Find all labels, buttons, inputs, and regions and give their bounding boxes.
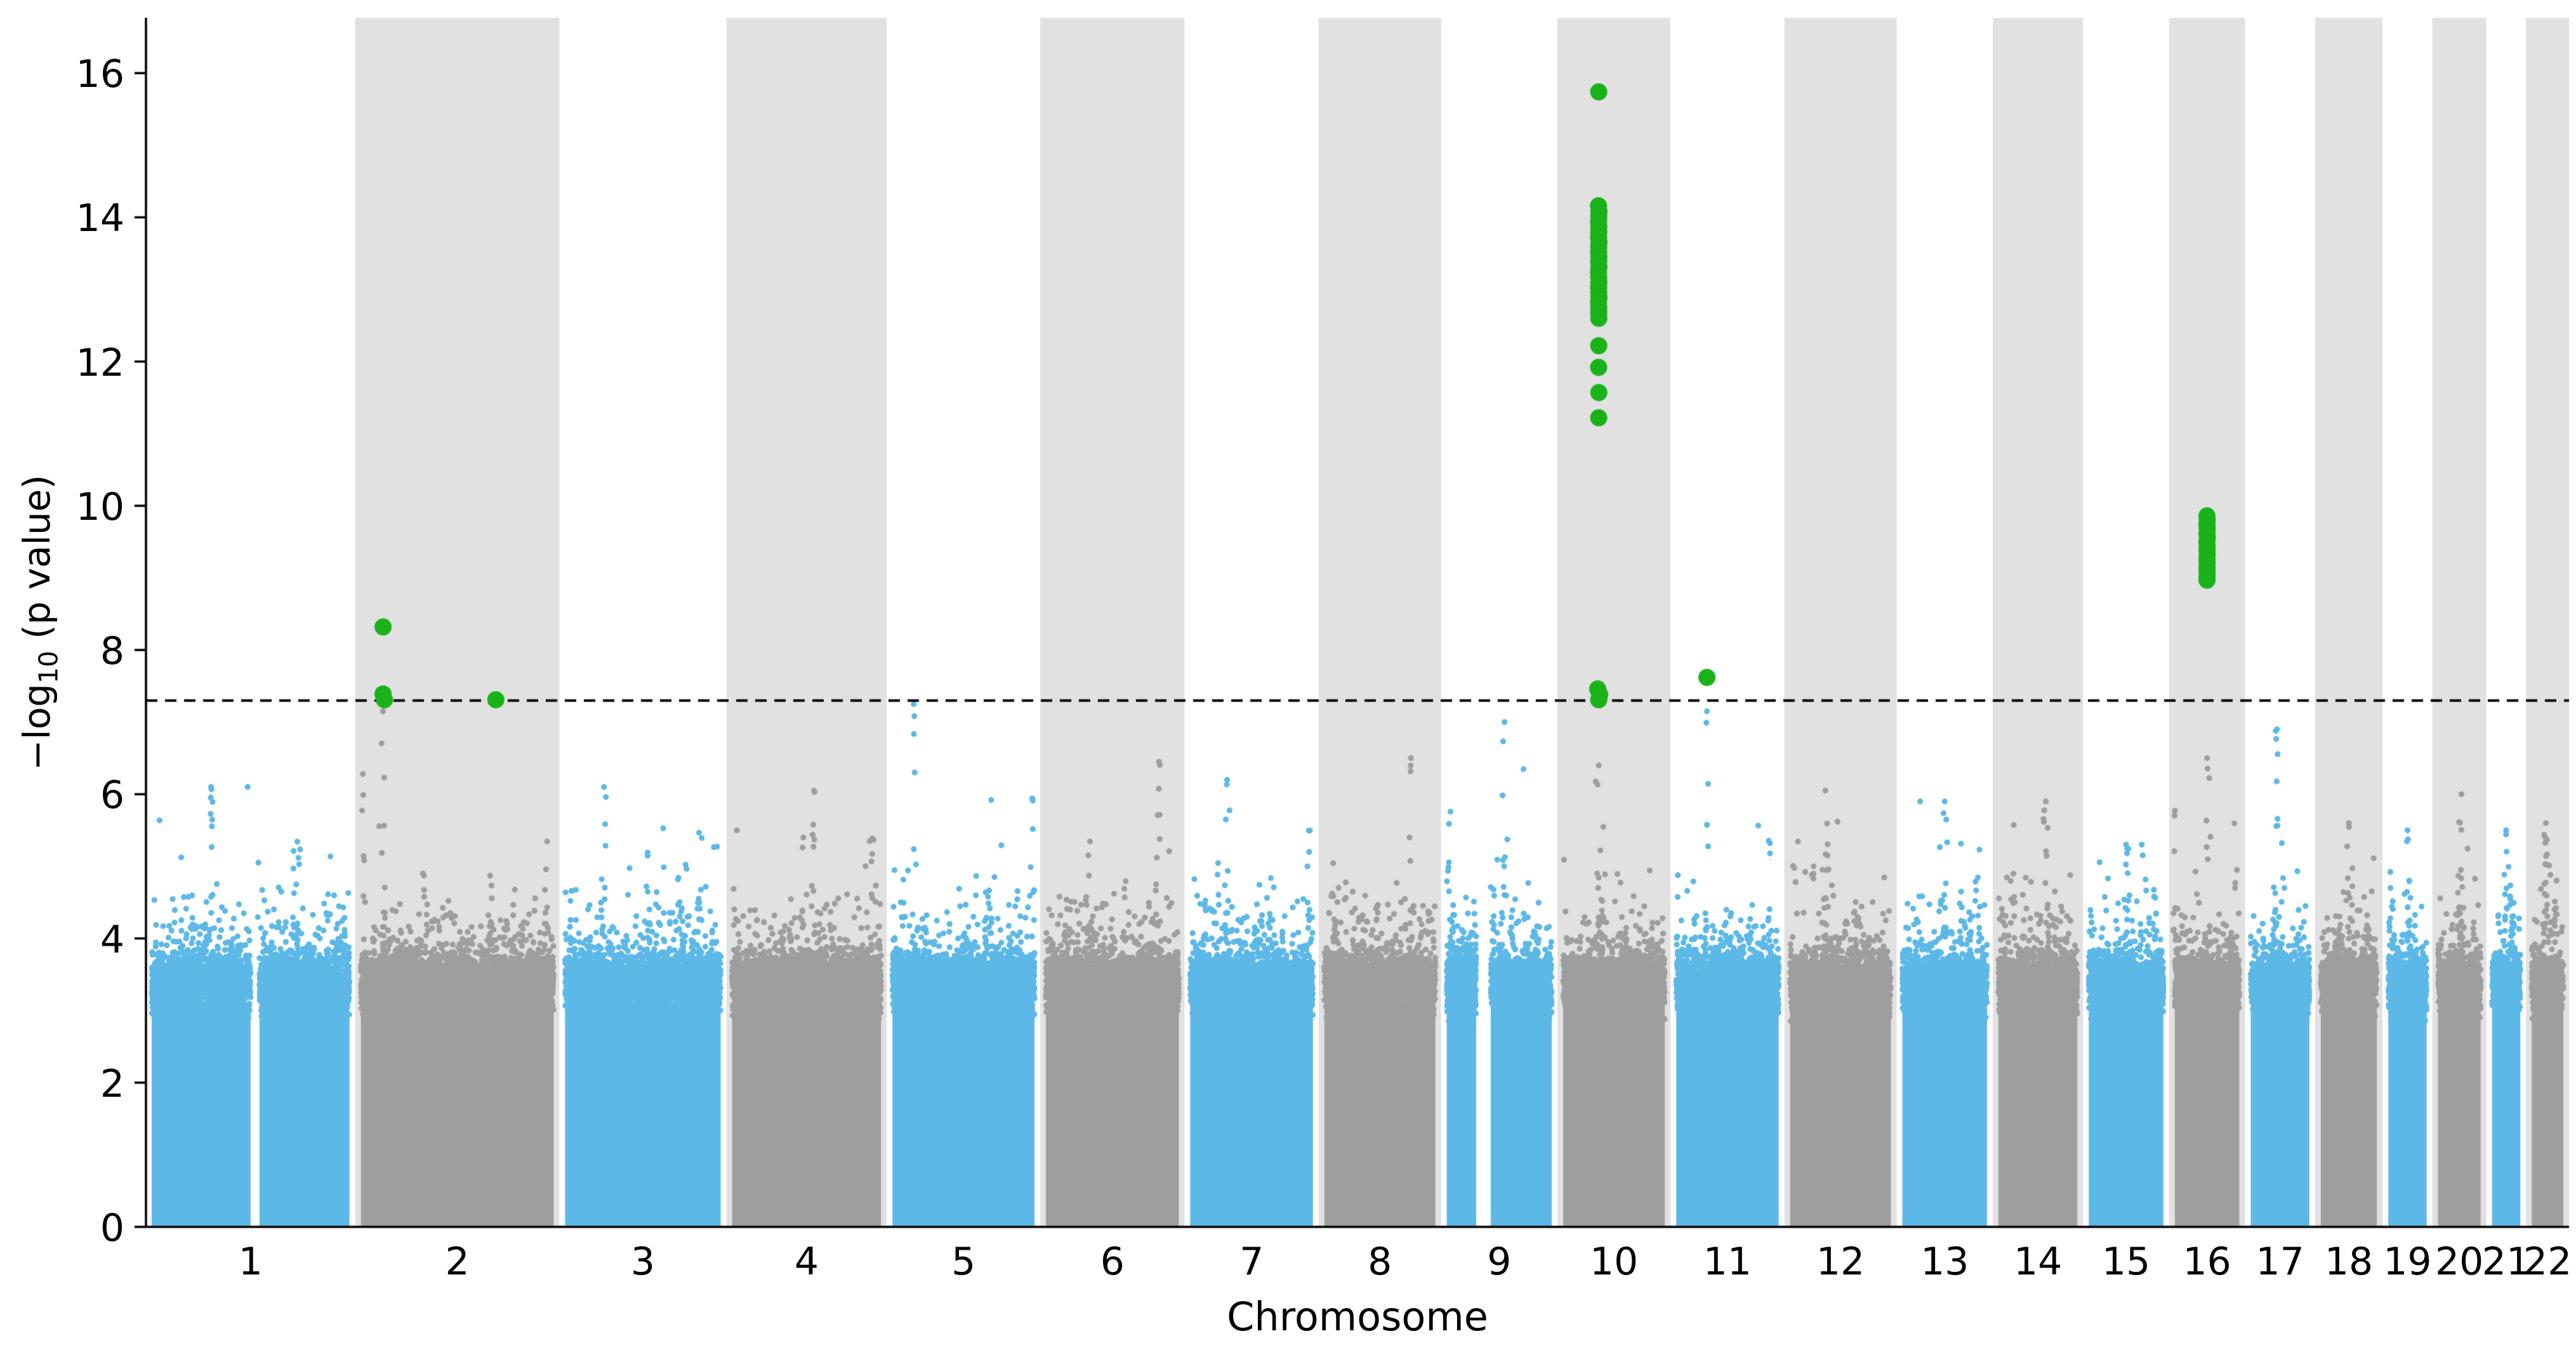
y-axis-label-prefix: −log xyxy=(15,684,58,771)
x-tick-label-chr7: 7 xyxy=(1239,1240,1264,1284)
x-tick-label-chr13: 13 xyxy=(1920,1240,1969,1284)
y-axis-label-suffix: (p value) xyxy=(15,474,58,651)
x-tick-label-chr14: 14 xyxy=(2013,1240,2063,1284)
y-axis-label-subscript: 10 xyxy=(33,651,64,684)
y-tick-label-4: 4 xyxy=(100,917,124,962)
x-tick-label-chr6: 6 xyxy=(1100,1240,1125,1284)
y-tick-label-14: 14 xyxy=(76,196,124,241)
x-axis-label: Chromosome xyxy=(1227,1294,1488,1340)
x-tick-label-chr3: 3 xyxy=(630,1240,656,1284)
x-tick-label-chr16: 16 xyxy=(2183,1240,2231,1284)
x-tick-label-chr11: 11 xyxy=(1703,1240,1752,1284)
x-tick-label-chr20: 20 xyxy=(2434,1240,2484,1284)
y-tick-label-16: 16 xyxy=(76,52,124,97)
x-tick-label-chr15: 15 xyxy=(2101,1240,2151,1284)
x-tick-label-chr19: 19 xyxy=(2383,1240,2432,1284)
x-tick-label-chr4: 4 xyxy=(794,1240,819,1284)
x-tick-label-chr1: 1 xyxy=(238,1240,263,1284)
y-tick-label-0: 0 xyxy=(100,1206,124,1250)
y-tick-label-8: 8 xyxy=(100,629,124,674)
y-tick-label-2: 2 xyxy=(100,1061,124,1106)
x-tick-label-chr10: 10 xyxy=(1589,1240,1639,1284)
x-tick-label-chr17: 17 xyxy=(2256,1240,2304,1284)
y-axis-label: −log10 (p value) xyxy=(15,432,64,813)
y-tick-label-12: 12 xyxy=(76,340,124,385)
x-tick-label-chr2: 2 xyxy=(445,1240,470,1284)
x-tick-label-chr12: 12 xyxy=(1816,1240,1865,1284)
x-tick-label-chr8: 8 xyxy=(1368,1240,1392,1284)
x-tick-label-chr22: 22 xyxy=(2523,1240,2572,1284)
x-tick-label-chr9: 9 xyxy=(1487,1240,1512,1284)
x-tick-label-chr5: 5 xyxy=(951,1240,976,1284)
x-tick-label-chr21: 21 xyxy=(2481,1240,2531,1284)
y-tick-label-10: 10 xyxy=(76,484,124,529)
y-tick-label-6: 6 xyxy=(100,773,124,818)
x-tick-label-chr18: 18 xyxy=(2324,1240,2374,1284)
